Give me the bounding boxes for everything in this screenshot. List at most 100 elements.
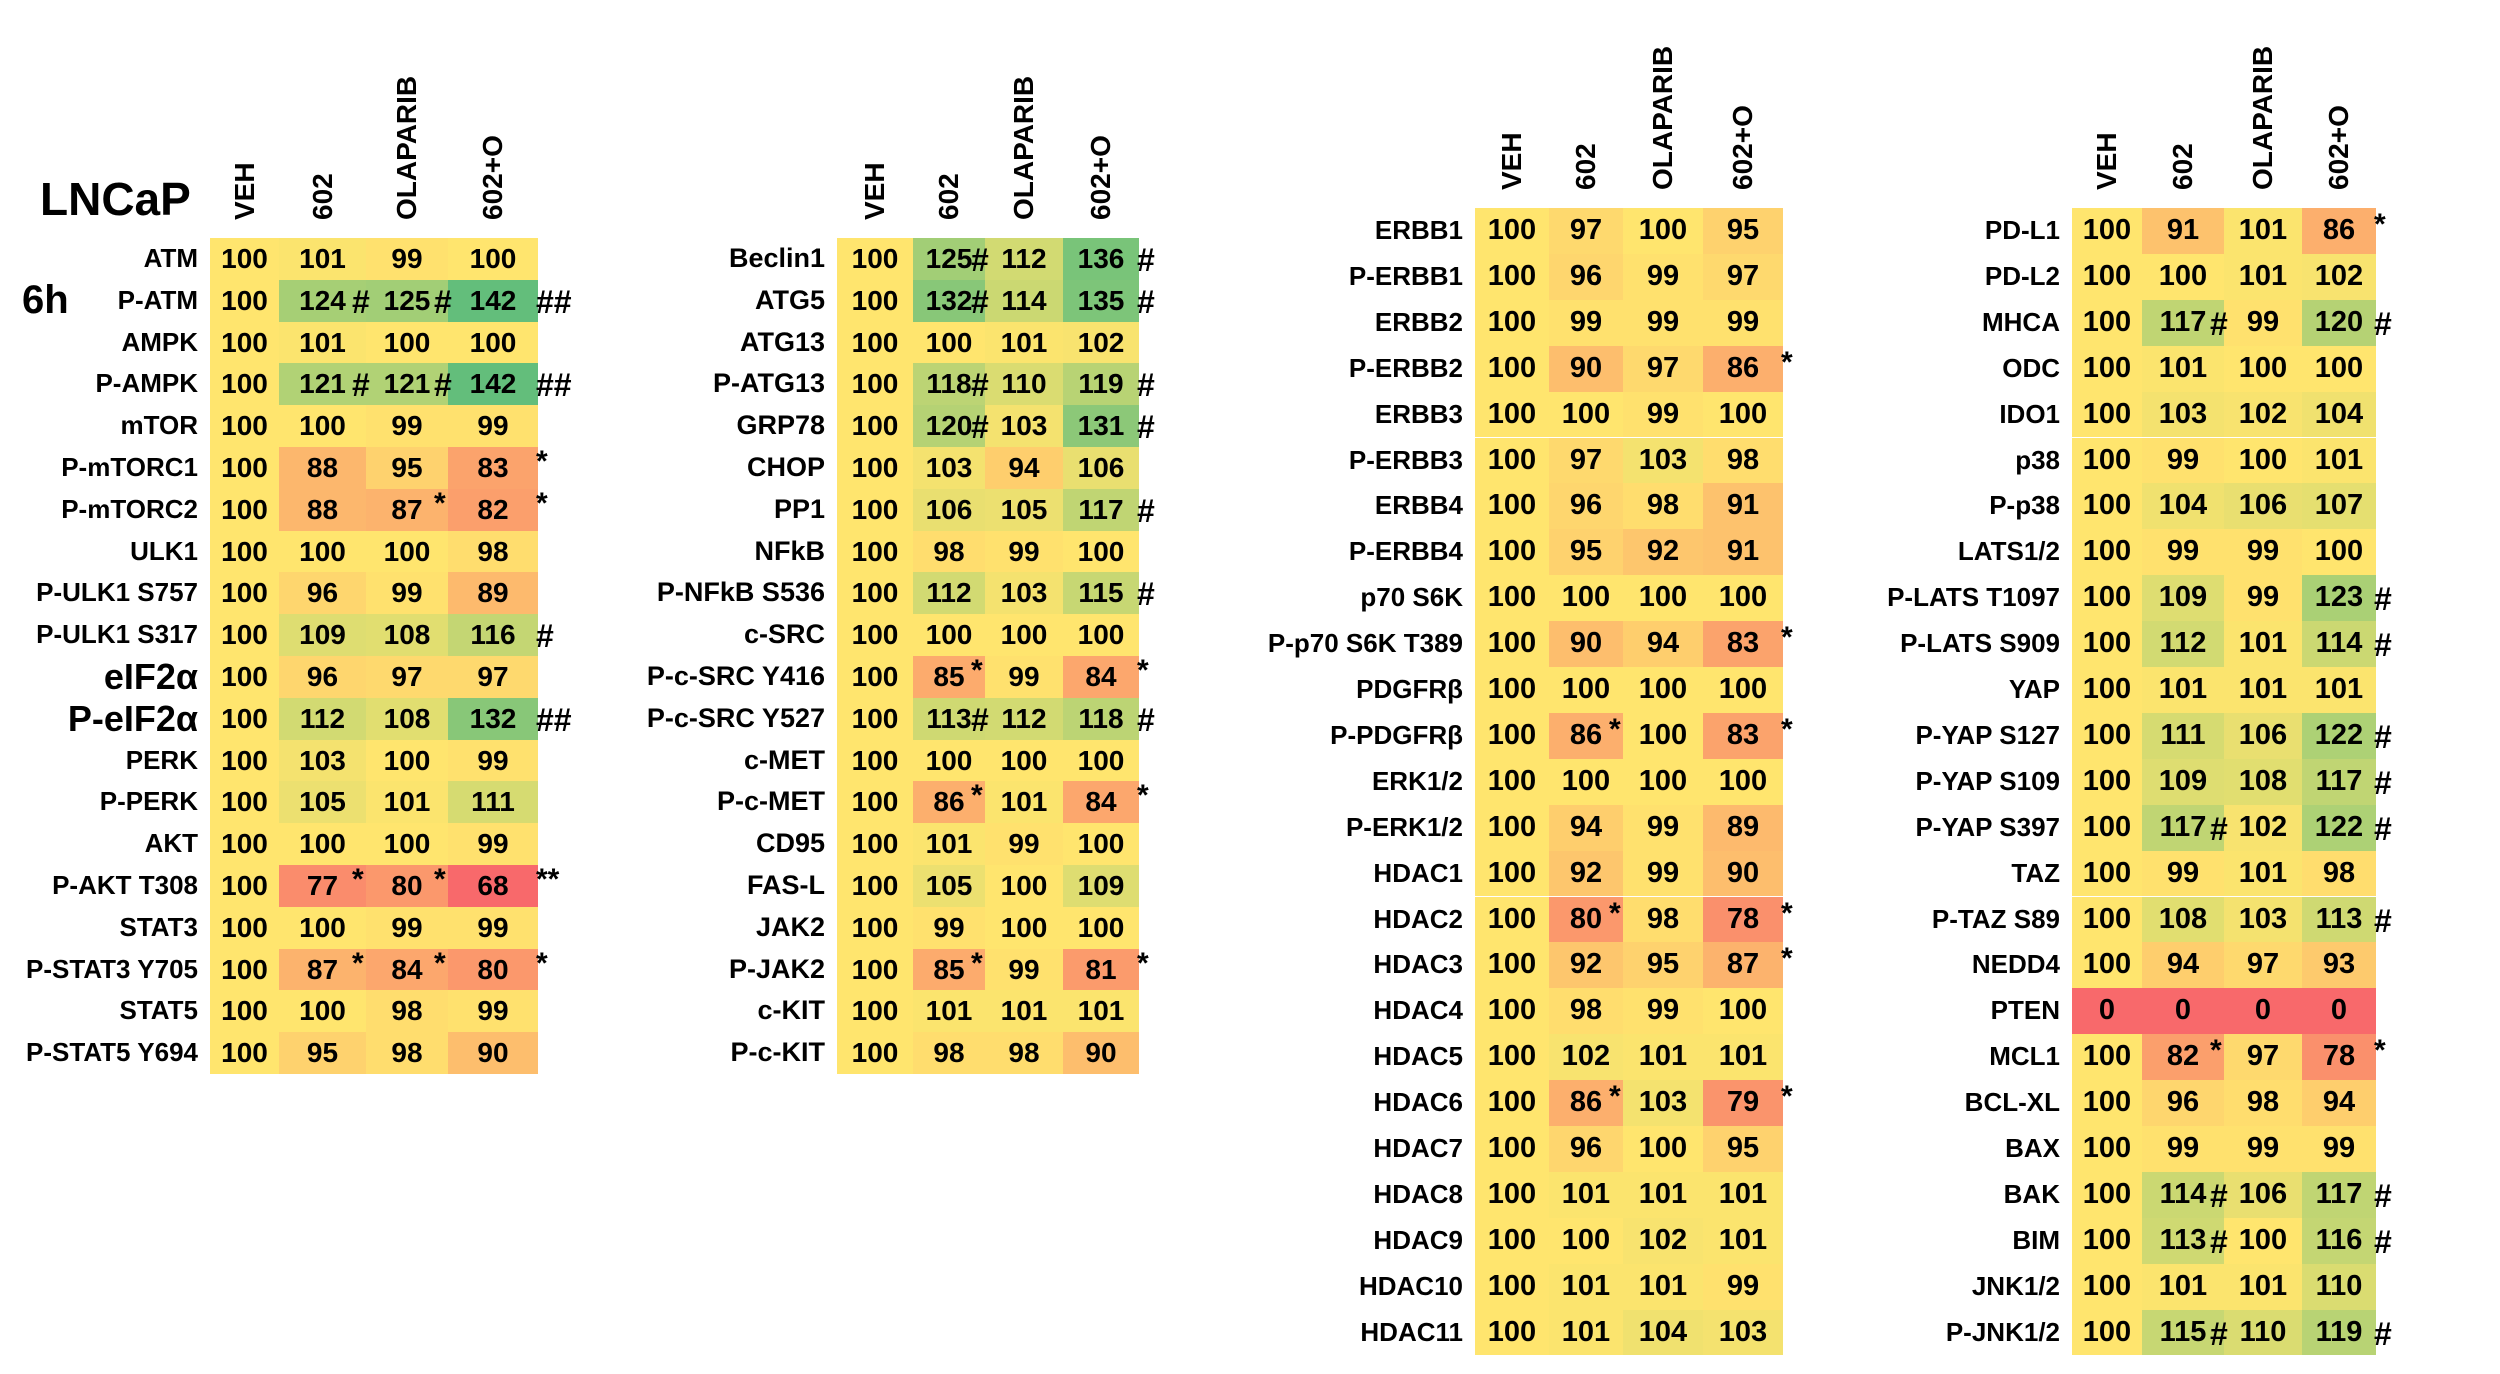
heatmap-cell: 121 bbox=[366, 363, 448, 406]
heatmap-cell: 86 bbox=[913, 781, 985, 824]
heatmap-cell: 103 bbox=[2224, 896, 2302, 943]
heatmap-cell: 132 bbox=[913, 279, 985, 322]
significance-hash-mark: ## bbox=[536, 283, 572, 320]
heatmap-cell: 100 bbox=[1475, 1034, 1549, 1081]
row-label-eif2alpha: eIF2α bbox=[103, 656, 198, 697]
heatmap-cell: 88 bbox=[279, 488, 366, 531]
row-label-p-p70-s6k-t389: P-p70 S6K T389 bbox=[1267, 628, 1463, 659]
heatmap-cell: 87 bbox=[1703, 942, 1783, 989]
heatmap-cell: 100 bbox=[1475, 345, 1549, 392]
heatmap-cell: 120 bbox=[2302, 299, 2376, 346]
heatmap-cell: 100 bbox=[1475, 1263, 1549, 1310]
significance-asterisk-mark: * bbox=[536, 946, 548, 980]
significance-hash-mark: # bbox=[2374, 627, 2392, 664]
heatmap-cell: 98 bbox=[1623, 483, 1703, 530]
row-label-p-mtorc1: P-mTORC1 bbox=[61, 452, 198, 482]
cell-line-title: LNCaP bbox=[40, 173, 191, 225]
heatmap-cell: 100 bbox=[1475, 437, 1549, 484]
heatmap-cell: 101 bbox=[1623, 1263, 1703, 1310]
heatmap-cell: 97 bbox=[448, 656, 538, 698]
heatmap-cell: 98 bbox=[366, 990, 448, 1033]
heatmap-cell: 99 bbox=[2224, 529, 2302, 576]
heatmap-cell: 104 bbox=[2302, 391, 2376, 438]
row-label-grp78: GRP78 bbox=[736, 410, 825, 441]
heatmap-cell: 125 bbox=[913, 238, 985, 280]
heatmap-cell: 100 bbox=[2072, 391, 2142, 438]
significance-asterisk-mark: * bbox=[2374, 1034, 2386, 1068]
heatmap-cell: 101 bbox=[2224, 850, 2302, 897]
heatmap-cell: 0 bbox=[2224, 988, 2302, 1035]
heatmap-cell: 95 bbox=[366, 447, 448, 489]
row-label-p-akt-t308: P-AKT T308 bbox=[52, 870, 198, 900]
significance-asterisk-mark: * bbox=[1137, 654, 1149, 687]
heatmap-cell: 100 bbox=[1475, 621, 1549, 667]
heatmap-cell: 92 bbox=[1549, 942, 1623, 989]
row-label-p-pdgfrbeta: P-PDGFRβ bbox=[1330, 719, 1463, 750]
significance-asterisk-mark: * bbox=[352, 863, 364, 896]
significance-hash-mark: # bbox=[971, 242, 989, 278]
heatmap-cell: 125 bbox=[366, 279, 448, 322]
significance-hash-mark: # bbox=[1137, 409, 1155, 446]
heatmap-cell: 97 bbox=[1703, 253, 1783, 300]
heatmap-cell: 118 bbox=[913, 363, 985, 406]
row-label-hdac9: HDAC9 bbox=[1373, 1224, 1463, 1255]
heatmap-cell: 90 bbox=[1063, 1032, 1139, 1074]
row-label-p-ulk1-s757: P-ULK1 S757 bbox=[36, 577, 198, 608]
heatmap-cell: 100 bbox=[985, 865, 1063, 907]
heatmap-cell: 103 bbox=[985, 405, 1063, 447]
heatmap-cell: 100 bbox=[210, 363, 279, 406]
row-label-p-eif2alpha: P-eIF2α bbox=[67, 697, 198, 739]
heatmap-cell: 100 bbox=[2072, 712, 2142, 759]
heatmap-cell: 95 bbox=[1703, 1126, 1783, 1172]
heatmap-cell: 91 bbox=[1703, 483, 1783, 530]
heatmap-cell: 99 bbox=[1703, 299, 1783, 346]
heatmap-cell: 99 bbox=[985, 530, 1063, 573]
heatmap-cell: 99 bbox=[2142, 1126, 2224, 1172]
significance-hash-mark: # bbox=[2374, 810, 2392, 847]
heatmap-cell: 92 bbox=[1623, 529, 1703, 576]
heatmap-cell: 100 bbox=[837, 363, 913, 406]
heatmap-cell: 103 bbox=[1623, 437, 1703, 484]
heatmap-cell: 100 bbox=[837, 656, 913, 698]
heatmap-cell: 100 bbox=[1063, 739, 1139, 782]
row-label-hdac11: HDAC11 bbox=[1360, 1316, 1463, 1347]
heatmap-cell: 90 bbox=[1549, 345, 1623, 392]
row-label-p-c-src-y527: P-c-SRC Y527 bbox=[646, 702, 825, 733]
row-label-ido1: IDO1 bbox=[1999, 398, 2060, 429]
heatmap-cell: 100 bbox=[2072, 896, 2142, 943]
row-label-fas-l: FAS-L bbox=[747, 870, 825, 900]
heatmap-cell: 98 bbox=[1703, 437, 1783, 484]
heatmap-cell: 117 bbox=[2302, 1171, 2376, 1218]
significance-hash-mark: # bbox=[2374, 1315, 2392, 1352]
row-label-bcl-xl: BCL-XL bbox=[1964, 1087, 2060, 1118]
heatmap-cell: 101 bbox=[1549, 1171, 1623, 1218]
heatmap-cell: 100 bbox=[210, 906, 279, 949]
heatmap-cell: 101 bbox=[913, 990, 985, 1033]
heatmap-cell: 99 bbox=[1623, 988, 1703, 1035]
heatmap-cell: 90 bbox=[1549, 621, 1623, 667]
heatmap-cell: 101 bbox=[2224, 253, 2302, 300]
heatmap-cell: 96 bbox=[1549, 253, 1623, 300]
heatmap-cell: 100 bbox=[837, 906, 913, 949]
heatmap-cell: 106 bbox=[2224, 1171, 2302, 1218]
significance-hash-mark: # bbox=[352, 283, 370, 320]
row-label-bim: BIM bbox=[2012, 1224, 2060, 1255]
row-label-hdac2: HDAC2 bbox=[1373, 903, 1463, 934]
heatmap-cell: 100 bbox=[210, 823, 279, 865]
column-label-602: 602 bbox=[306, 173, 338, 220]
heatmap-cell: 91 bbox=[2142, 208, 2224, 254]
significance-hash-mark: # bbox=[1137, 492, 1155, 529]
significance-hash-mark: # bbox=[2374, 764, 2392, 801]
heatmap-cell: 103 bbox=[1703, 1309, 1783, 1356]
heatmap-cell: 101 bbox=[2224, 667, 2302, 713]
heatmap-cell: 99 bbox=[2142, 850, 2224, 897]
heatmap-cell: 100 bbox=[2072, 621, 2142, 667]
heatmap-cell: 99 bbox=[2302, 1126, 2376, 1172]
heatmap-cell: 100 bbox=[210, 405, 279, 447]
heatmap-cell: 100 bbox=[837, 948, 913, 991]
row-label-ulk1: ULK1 bbox=[130, 535, 198, 566]
heatmap-cell: 100 bbox=[2224, 437, 2302, 484]
heatmap-cell: 68 bbox=[448, 865, 538, 907]
heatmap-cell: 100 bbox=[1703, 988, 1783, 1035]
row-label-bax: BAX bbox=[2005, 1133, 2060, 1163]
